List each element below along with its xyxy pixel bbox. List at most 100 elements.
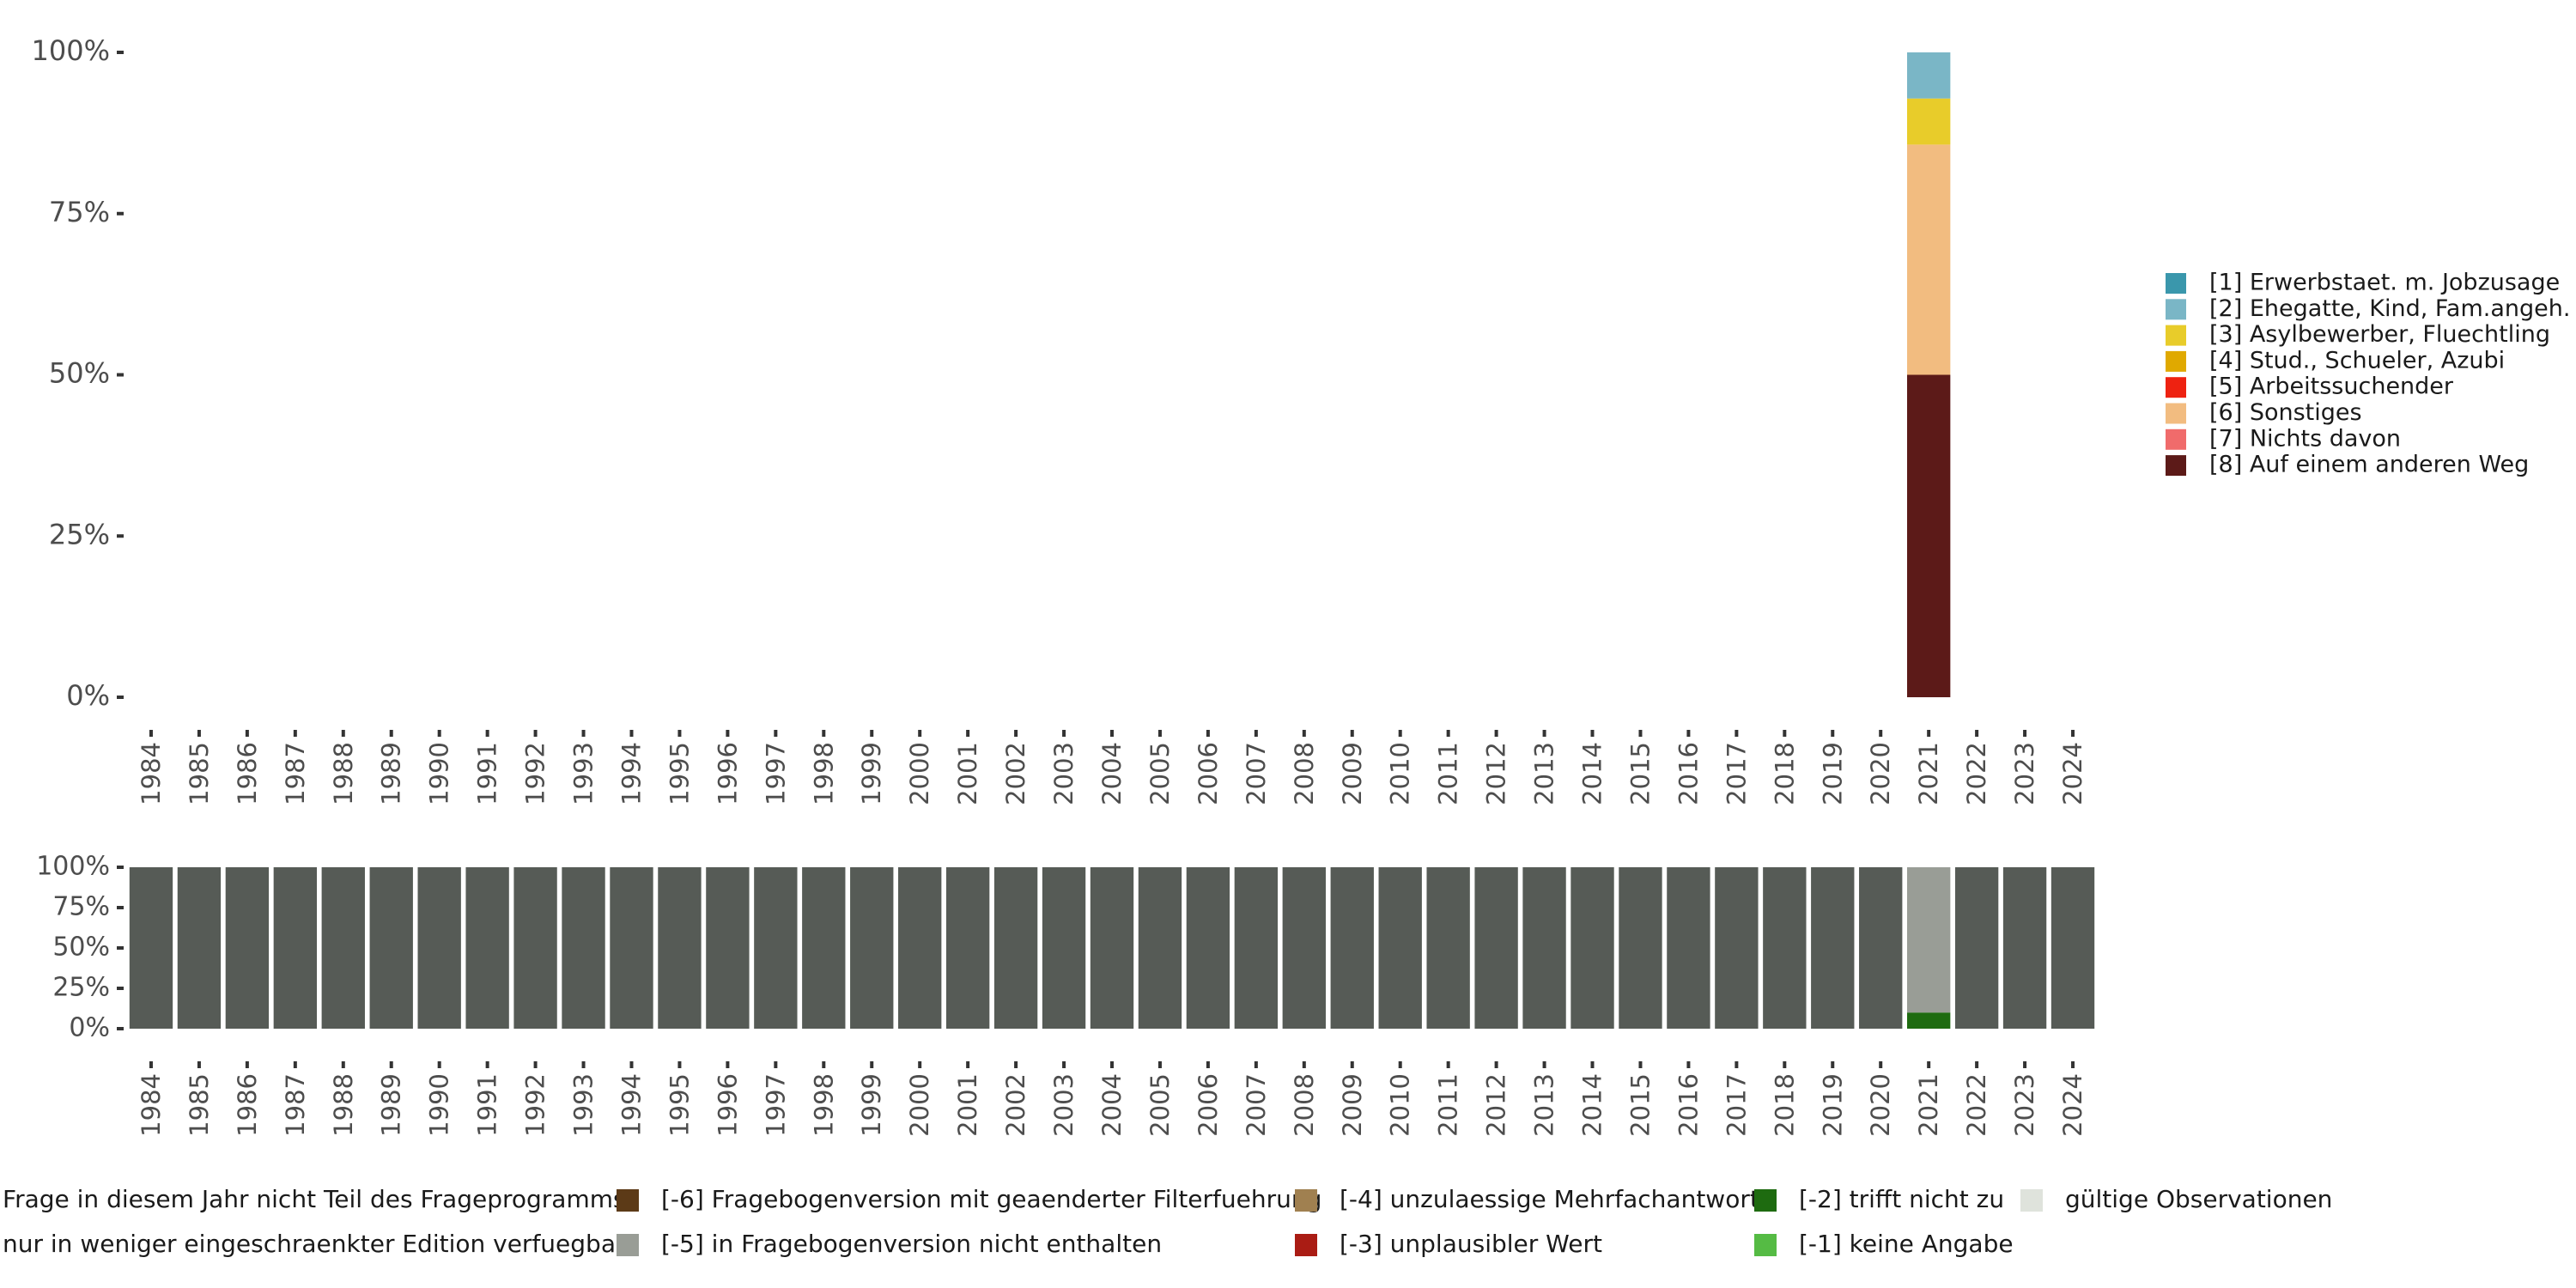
top-chart: 0% 25% 50% 75% 100% 1984 1985 1986 1987 1988 1989 1… <box>32 34 2088 805</box>
x-tick-label: 1988 <box>329 742 358 805</box>
bar-segment <box>610 867 653 1029</box>
legend-label: [6] Sonstiges <box>2209 399 2362 426</box>
x-tick-label: 2013 <box>1530 1073 1559 1137</box>
bar-segment <box>1954 867 1999 1029</box>
x-tick-label: 1996 <box>713 742 742 805</box>
x-tick-label: 1997 <box>761 742 790 805</box>
x-tick-label: 2022 <box>1962 1073 1991 1137</box>
bar-segment <box>513 867 557 1029</box>
x-tick-label: 2000 <box>905 742 934 805</box>
bar-segment <box>706 867 750 1029</box>
x-tick-label: 1991 <box>473 742 502 805</box>
legend-label: [8] Auf einem anderen Weg <box>2209 452 2529 478</box>
legend-swatch <box>2166 299 2186 320</box>
bar-segment <box>562 867 605 1029</box>
x-tick-label: 1984 <box>137 742 166 805</box>
bar-segment <box>129 867 173 1029</box>
bar-segment <box>1906 1012 1951 1029</box>
x-tick-label: 1990 <box>425 1073 454 1137</box>
x-tick-label: 2015 <box>1625 1073 1655 1137</box>
bar-segment <box>993 867 1038 1029</box>
x-tick-label: 2020 <box>1866 742 1895 805</box>
legend-swatch <box>2166 455 2186 477</box>
x-tick-label: 2000 <box>905 1073 934 1137</box>
x-tick-label: 2014 <box>1578 742 1607 805</box>
legend-swatch <box>1754 1234 1777 1256</box>
x-tick-label: 1996 <box>713 1073 742 1137</box>
x-tick-label: 2008 <box>1290 1073 1319 1137</box>
y-tick-label: 0% <box>69 1013 110 1043</box>
bar-segment <box>465 867 509 1029</box>
bar-segment <box>1042 867 1086 1029</box>
x-tick-label: 1989 <box>377 1073 406 1137</box>
x-tick-label: 1987 <box>281 742 310 805</box>
x-tick-label: 1993 <box>569 1073 598 1137</box>
bar-segment <box>754 867 798 1029</box>
bar-segment <box>945 867 990 1029</box>
x-tick-label: 2008 <box>1290 742 1319 805</box>
legend-swatch <box>2166 273 2186 294</box>
top-legend: [1] Erwerbstaet. m. Jobzusage[2] Ehegatt… <box>2166 270 2570 478</box>
bar-segment <box>1715 867 1759 1029</box>
x-tick-label: 2001 <box>953 742 982 805</box>
legend-label: [-2] trifft nicht zu <box>1799 1185 2004 1213</box>
x-tick-label: 2005 <box>1145 742 1175 805</box>
y-tick-label: 100% <box>36 852 110 882</box>
bar-segment <box>1426 867 1470 1029</box>
x-tick-label: 2010 <box>1386 742 1415 805</box>
bar-segment <box>1906 144 1951 375</box>
bar-segment <box>1906 867 1951 1013</box>
bar-segment <box>1138 867 1182 1029</box>
bar-segment <box>1234 867 1279 1029</box>
bar-segment <box>417 867 461 1029</box>
legend-swatch <box>617 1234 639 1256</box>
x-tick-label: 2021 <box>1914 742 1943 805</box>
x-tick-label: 1994 <box>617 1073 646 1137</box>
legend-label: [3] Asylbewerber, Fluechtling <box>2209 321 2550 348</box>
bar-segment <box>369 867 413 1029</box>
bar-segment <box>273 867 318 1029</box>
x-tick-label: 2003 <box>1049 742 1078 805</box>
x-tick-label: 2023 <box>2010 1073 2039 1137</box>
x-tick-label: 1986 <box>233 1073 262 1137</box>
x-tick-label: 1984 <box>137 1073 166 1137</box>
x-tick-label: 2004 <box>1097 1073 1127 1137</box>
y-tick-label: 75% <box>49 196 110 228</box>
x-tick-label: 1992 <box>521 1073 550 1137</box>
legend-swatch <box>1295 1189 1317 1212</box>
x-tick-label: 1995 <box>665 742 694 805</box>
x-tick-label: 1985 <box>185 1073 214 1137</box>
x-tick-label: 1990 <box>425 742 454 805</box>
legend-label: [-6] Fragebogenversion mit geaenderter F… <box>661 1185 1321 1213</box>
x-tick-label: 2003 <box>1049 1073 1078 1137</box>
x-tick-label: 1999 <box>857 742 886 805</box>
x-tick-label: 1993 <box>569 742 598 805</box>
x-tick-label: 2023 <box>2010 742 2039 805</box>
legend-swatch <box>2166 350 2186 372</box>
bar-segment <box>1906 52 1951 99</box>
x-tick-label: 1991 <box>473 1073 502 1137</box>
bar-segment <box>1090 867 1134 1029</box>
bar-segment <box>321 867 365 1029</box>
bar-segment <box>1522 867 1566 1029</box>
bottom-legend: Frage in diesem Jahr nicht Teil des Frag… <box>3 1185 2332 1258</box>
bar-segment <box>1474 867 1518 1029</box>
legend-label: [2] Ehegatte, Kind, Fam.angeh. <box>2209 295 2570 322</box>
x-tick-label: 2015 <box>1625 742 1655 805</box>
x-tick-label: 2009 <box>1338 1073 1367 1137</box>
bar-segment <box>1763 867 1807 1029</box>
x-tick-label: 2021 <box>1914 1073 1943 1137</box>
bar-segment <box>802 867 846 1029</box>
bar-segment <box>1330 867 1374 1029</box>
x-tick-label: 2016 <box>1674 742 1703 805</box>
x-tick-label: 2022 <box>1962 742 1991 805</box>
bar-segment <box>850 867 894 1029</box>
x-tick-label: 1988 <box>329 1073 358 1137</box>
x-tick-label: 1989 <box>377 742 406 805</box>
legend-swatch <box>2166 325 2186 346</box>
legend-label: [1] Erwerbstaet. m. Jobzusage <box>2209 270 2560 296</box>
x-tick-label: 1992 <box>521 742 550 805</box>
x-tick-label: 2017 <box>1722 1073 1751 1137</box>
bar-segment <box>658 867 702 1029</box>
x-tick-label: 2019 <box>1818 742 1847 805</box>
